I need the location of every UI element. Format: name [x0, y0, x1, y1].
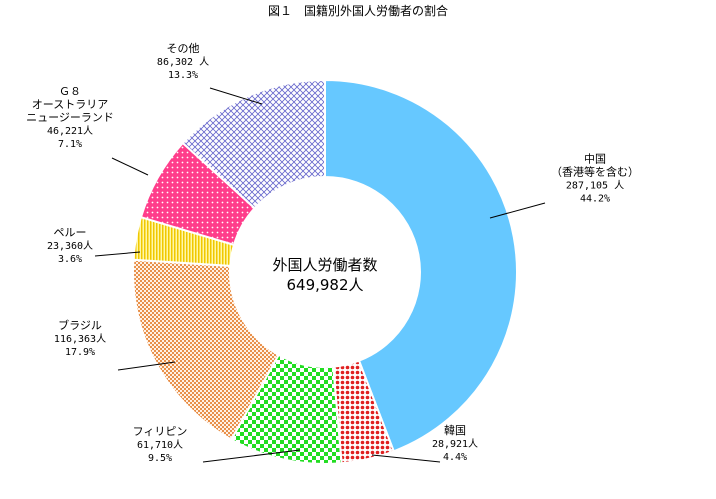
slice-name: ブラジル [58, 318, 102, 332]
slice-percent: 13.3% [168, 70, 198, 81]
leader-line [117, 361, 176, 371]
slice-percent: 7.1% [58, 139, 82, 150]
slice-count: 23,360人 [47, 240, 93, 252]
slice-percent: 3.6% [58, 254, 82, 265]
slice-label: フィリピン 61,710人 9.5% [133, 425, 188, 464]
leader-lines [94, 87, 546, 463]
leader-line [94, 251, 141, 257]
leader-line [489, 202, 546, 219]
slice-name: 中国 [584, 153, 606, 166]
slice-name: ペルー [54, 226, 87, 239]
slice-label: 中国（香港等を含む） 287,105 人 44.2% [551, 153, 639, 205]
slice-name: ニュージーランド [26, 111, 114, 124]
slice-label: ペルー 23,360人 3.6% [47, 226, 93, 265]
slice-count: 61,710人 [137, 439, 183, 451]
slice-count: 86,302 人 [157, 56, 209, 68]
slice-percent: 17.9% [65, 347, 95, 358]
slice-label: Ｇ８オーストラリアニュージーランド 46,221人 7.1% [26, 85, 114, 150]
slice-count: 28,921人 [432, 438, 478, 450]
slice-name: Ｇ８ [59, 85, 81, 98]
slice-count: 287,105 人 [566, 180, 624, 192]
slice-label: その他 86,302 人 13.3% [157, 42, 209, 81]
slice-name: オーストラリア [32, 98, 108, 111]
donut-slices [132, 78, 518, 465]
slice-name: （香港等を含む） [551, 165, 639, 179]
slice-count: 116,363人 [54, 333, 106, 345]
center-label: 外国人労働者数 [272, 256, 377, 274]
leader-line [111, 157, 149, 176]
slice-label: 韓国 28,921人 4.4% [432, 424, 478, 463]
slice-label: ブラジル 116,363人 17.9% [54, 318, 106, 358]
slice-name: フィリピン [133, 425, 188, 438]
slice-percent: 9.5% [148, 453, 172, 464]
slice-percent: 4.4% [443, 452, 467, 463]
chart-title: 図１ 国籍別外国人労働者の割合 [268, 3, 448, 18]
donut-slice [132, 258, 280, 441]
slice-percent: 44.2% [580, 194, 610, 205]
slice-name: その他 [167, 42, 200, 55]
slice-count: 46,221人 [47, 125, 93, 137]
leader-line [209, 87, 263, 105]
leader-line [202, 449, 301, 463]
center-value: 649,982人 [286, 276, 363, 294]
slice-labels: 中国（香港等を含む） 287,105 人 44.2% 韓国 28,921人 4.4% フィリ… [26, 42, 639, 464]
donut-slice [181, 78, 326, 210]
slice-name: 韓国 [444, 424, 466, 437]
donut-slice [324, 78, 518, 453]
leader-line [371, 454, 441, 463]
